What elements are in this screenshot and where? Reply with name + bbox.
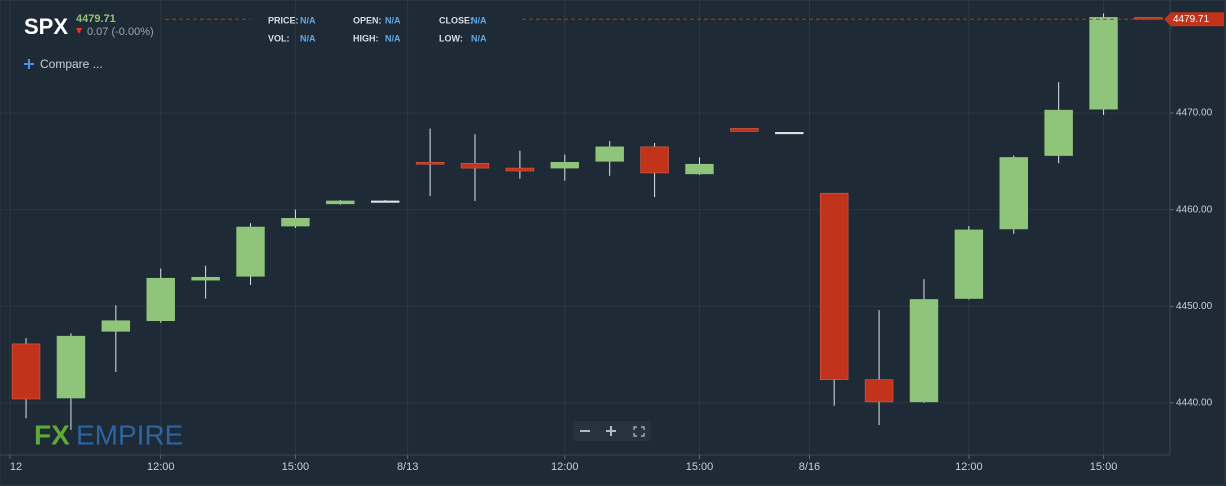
- candle-body: [415, 161, 445, 165]
- candle-body: [281, 218, 310, 227]
- field-value: N/A: [385, 33, 401, 43]
- down-arrow: [76, 28, 82, 34]
- candle-body: [460, 162, 490, 169]
- candle-body: [11, 343, 41, 400]
- grid: [0, 0, 1170, 455]
- header-price: 4479.71: [76, 13, 116, 25]
- candle-body: [819, 192, 849, 380]
- x-tick-label: 15:00: [1090, 461, 1118, 473]
- candle-body: [56, 335, 86, 399]
- candle-body: [685, 163, 714, 175]
- x-tick-label: 12:00: [955, 461, 983, 473]
- candle-body: [1089, 17, 1118, 110]
- x-tick-label: 12:00: [147, 461, 175, 473]
- field-label: CLOSE:: [439, 15, 473, 25]
- candle-body: [101, 320, 131, 332]
- candle-body: [954, 229, 984, 299]
- field-label: PRICE:: [268, 15, 299, 25]
- x-tick-label: 15:00: [686, 461, 714, 473]
- y-tick-label: 4470.00: [1176, 108, 1213, 119]
- symbol: SPX: [24, 14, 68, 39]
- candle-body: [1044, 109, 1073, 156]
- plus-icon: [24, 59, 34, 69]
- candle-body: [370, 200, 400, 203]
- candle-body: [730, 128, 759, 132]
- zoom-controls: [573, 421, 651, 441]
- candle-body: [909, 299, 939, 403]
- x-tick-label: 8/16: [799, 461, 820, 473]
- candle-body: [326, 200, 355, 205]
- candle-body: [640, 146, 669, 174]
- y-tick-label: 4450.00: [1176, 301, 1213, 312]
- price-tag-label: 4479.71: [1173, 14, 1210, 25]
- change: 0.07 (-0.00%): [87, 26, 154, 38]
- y-tick-label: 4460.00: [1176, 204, 1213, 215]
- x-tick-label: 8/13: [397, 461, 418, 473]
- candle-body: [595, 146, 624, 162]
- field-value: N/A: [385, 15, 401, 25]
- zoom-in[interactable]: [606, 426, 616, 436]
- y-tick-label: 4440.00: [1176, 397, 1213, 408]
- field-label: VOL:: [268, 33, 290, 43]
- candle-body: [999, 157, 1028, 230]
- field-value: N/A: [300, 15, 316, 25]
- field-value: N/A: [471, 15, 487, 25]
- candle-body: [191, 276, 220, 281]
- compare-label[interactable]: Compare ...: [40, 57, 103, 71]
- price-tag: [1164, 12, 1224, 27]
- x-tick-label: 12: [10, 461, 22, 473]
- watermark-fx: FX: [34, 419, 70, 450]
- candles: [11, 13, 1163, 430]
- x-tick-label: 12:00: [551, 461, 579, 473]
- fullscreen[interactable]: [633, 426, 645, 437]
- compare-button[interactable]: Compare ...: [24, 57, 103, 71]
- candle-body: [146, 277, 175, 322]
- candle-body: [550, 161, 580, 169]
- field-label: OPEN:: [353, 15, 382, 25]
- candle-body: [236, 226, 265, 277]
- field-value: N/A: [300, 33, 316, 43]
- field-label: HIGH:: [353, 33, 379, 43]
- candle-body: [775, 132, 804, 135]
- field-label: LOW:: [439, 33, 463, 43]
- candle-body: [505, 167, 535, 172]
- watermark-empire: EMPIRE: [76, 419, 183, 450]
- field-value: N/A: [471, 33, 487, 43]
- candle-body: [864, 379, 894, 403]
- x-tick-label: 15:00: [282, 461, 310, 473]
